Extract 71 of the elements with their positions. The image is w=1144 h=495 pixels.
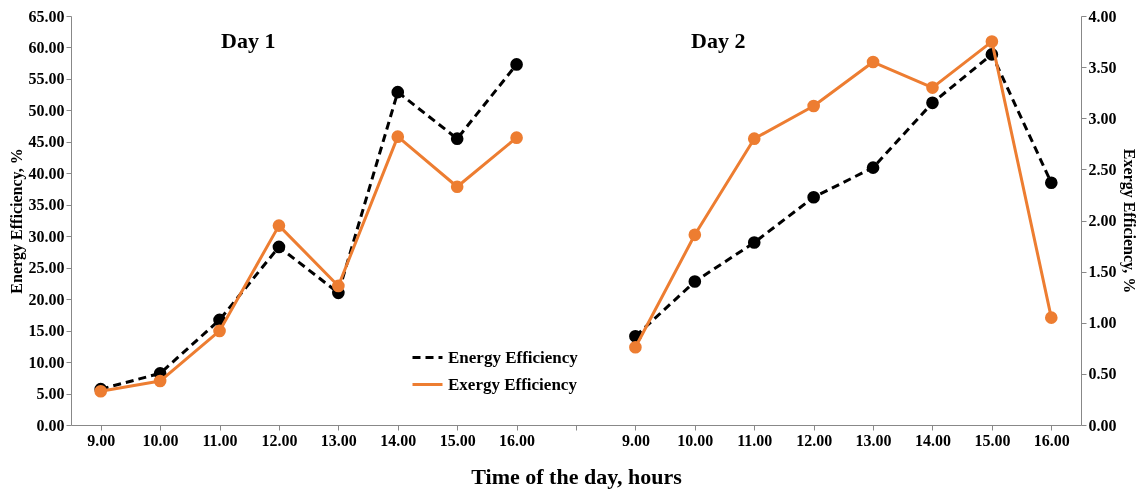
y2-axis-title: Exergy Efficiency, % — [1119, 148, 1138, 294]
point — [747, 236, 761, 249]
x-tick-label: 12.00 — [796, 431, 833, 449]
point — [450, 180, 464, 194]
point — [510, 131, 523, 144]
y-tick-label: 0.00 — [36, 416, 65, 434]
x-tick-label: 16.00 — [1033, 431, 1070, 449]
y-tick-label: 35.00 — [28, 196, 65, 214]
x-tick-label: 9.00 — [87, 431, 116, 449]
y-tick-label: 60.00 — [28, 38, 65, 56]
point — [272, 240, 286, 254]
legend-label: Exergy Efficiency — [448, 374, 578, 394]
point — [1044, 311, 1058, 324]
point — [510, 58, 523, 71]
y-axis-title: Energy Efficiency, % — [7, 148, 26, 294]
x-tick-label: 11.00 — [737, 431, 773, 449]
y-tick-label: 45.00 — [28, 133, 65, 151]
x-tick-label: 15.00 — [974, 431, 1011, 449]
point — [747, 132, 761, 146]
x-tick-label: 10.00 — [677, 431, 714, 449]
x-tick-label: 15.00 — [439, 431, 476, 449]
x-axis-title: Time of the day, hours — [471, 463, 683, 489]
y-tick-label: 25.00 — [28, 259, 65, 277]
y-tick-label: 5.00 — [36, 385, 65, 403]
y-tick-label: 55.00 — [28, 70, 65, 88]
y-tick-label: 30.00 — [28, 227, 65, 245]
point — [985, 35, 999, 48]
point — [807, 190, 820, 204]
y-tick-label: 15.00 — [28, 322, 65, 340]
x-tick-label: 16.00 — [499, 431, 536, 449]
y-tick-label: 10.00 — [28, 353, 65, 371]
x-tick-label: 14.00 — [380, 431, 417, 449]
x-tick-label: 13.00 — [855, 431, 892, 449]
x-tick-label: 11.00 — [202, 431, 238, 449]
x-tick-label: 9.00 — [621, 431, 650, 449]
y2-tick-label: 1.50 — [1088, 263, 1117, 281]
legend-label: Energy Efficiency — [448, 347, 579, 367]
y2-tick-label: 2.50 — [1088, 160, 1117, 178]
point — [153, 374, 167, 388]
y-tick-label: 50.00 — [28, 101, 65, 119]
point — [807, 99, 820, 113]
y-tick-label: 40.00 — [28, 164, 65, 182]
y2-tick-label: 4.00 — [1088, 7, 1117, 25]
x-tick-label: 13.00 — [320, 431, 357, 449]
point — [391, 130, 405, 143]
point — [866, 161, 880, 174]
point — [688, 228, 702, 242]
point — [391, 85, 405, 99]
y-tick-label: 20.00 — [28, 290, 65, 308]
point — [213, 324, 226, 338]
point — [926, 96, 939, 110]
y2-tick-label: 0.00 — [1088, 416, 1117, 434]
point — [272, 219, 286, 232]
y2-tick-label: 3.50 — [1088, 58, 1117, 76]
point — [629, 340, 642, 354]
point — [688, 275, 702, 288]
y2-tick-label: 3.00 — [1088, 109, 1117, 127]
y2-tick-label: 0.50 — [1088, 365, 1117, 383]
y2-tick-label: 1.00 — [1088, 314, 1117, 332]
annotation: Day 1 — [221, 28, 276, 53]
point — [926, 81, 939, 94]
point — [332, 279, 345, 293]
point — [450, 132, 464, 146]
point — [866, 55, 880, 69]
y-tick-label: 65.00 — [28, 7, 65, 25]
annotation: Day 2 — [691, 28, 746, 53]
x-tick-label: 12.00 — [261, 431, 298, 449]
x-tick-label: 10.00 — [142, 431, 179, 449]
x-tick-label: 14.00 — [914, 431, 951, 449]
y2-tick-label: 2.00 — [1088, 212, 1117, 229]
point — [1044, 176, 1058, 190]
